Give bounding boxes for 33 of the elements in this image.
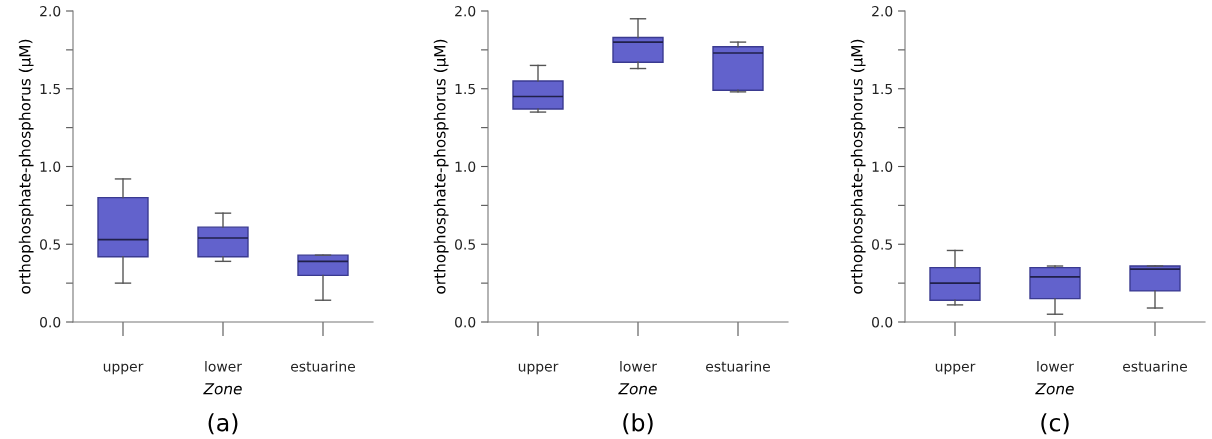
text: (b) bbox=[623, 413, 653, 435]
y-tick-label: 2.0 bbox=[455, 5, 476, 17]
y-tick-label: 1.5 bbox=[40, 83, 60, 95]
x-tick-label: estuarine bbox=[1123, 360, 1187, 372]
text: (c) bbox=[1041, 413, 1069, 435]
y-tick-label: 0.0 bbox=[40, 316, 61, 328]
y-tick-label: 1.0 bbox=[455, 161, 476, 172]
y-tick-label: 1.0 bbox=[872, 161, 893, 172]
text: (a) bbox=[208, 413, 238, 435]
x-tick-label: lower bbox=[1037, 360, 1074, 372]
x-tick-label: upper bbox=[935, 363, 976, 375]
x-axis-title: Zone bbox=[203, 383, 242, 395]
x-tick-label: lower bbox=[205, 360, 242, 372]
x-tick-label: lower bbox=[620, 360, 657, 372]
y-axis-title: orthophosphate-phosphorus (µM) bbox=[18, 39, 34, 294]
y-axis-title: orthophosphate-phosphorus (µM) bbox=[850, 39, 866, 294]
y-tick-label: 0.5 bbox=[872, 239, 892, 250]
y-tick-label: 0.5 bbox=[455, 239, 475, 250]
y-tick-label: 0.0 bbox=[872, 316, 893, 328]
y-tick-label: 1.0 bbox=[40, 161, 61, 172]
y-tick-label: 0.0 bbox=[455, 316, 476, 328]
x-tick-label: upper bbox=[103, 363, 144, 375]
y-tick-label: 1.5 bbox=[872, 83, 892, 95]
y-tick-label: 1.5 bbox=[455, 83, 475, 95]
x-tick-label: upper bbox=[518, 363, 559, 375]
y-tick-label: 2.0 bbox=[872, 5, 893, 17]
x-axis-title: Zone bbox=[618, 383, 657, 395]
y-tick-label: 0.5 bbox=[40, 239, 60, 250]
x-axis-title: Zone bbox=[1035, 383, 1074, 395]
x-tick-label: estuarine bbox=[291, 360, 355, 372]
y-tick-label: 2.0 bbox=[40, 5, 61, 17]
x-tick-label: estuarine bbox=[706, 360, 770, 372]
y-axis-title: orthophosphate-phosphorus (µM) bbox=[433, 39, 449, 294]
